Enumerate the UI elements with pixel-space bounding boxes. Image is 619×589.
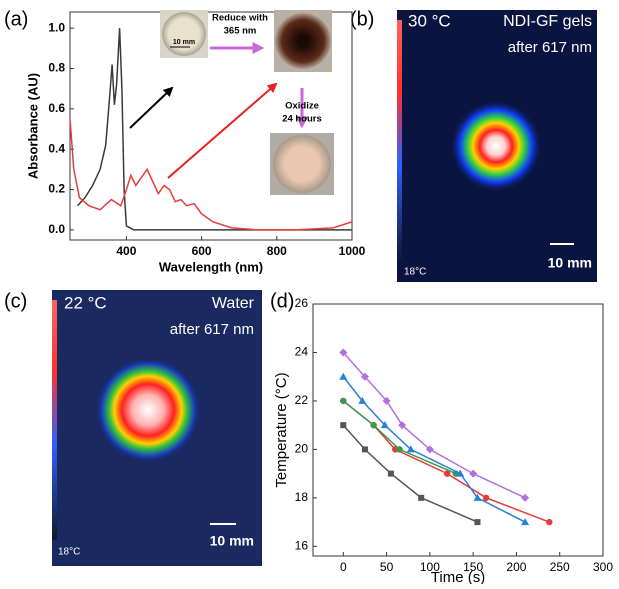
arrow: [168, 84, 276, 178]
marker: [521, 494, 529, 502]
min-temp-label: 18°C: [404, 267, 426, 278]
annotation: 10 mm: [173, 39, 195, 46]
heat-spot: [96, 358, 200, 462]
panel-label: (b): [350, 8, 374, 30]
color-bar: [52, 300, 57, 540]
marker: [521, 518, 529, 525]
sample-label: NDI-GF gels: [503, 13, 592, 30]
color-bar: [397, 20, 402, 260]
marker: [362, 446, 368, 452]
x-tick-label: 50: [380, 560, 394, 574]
x-tick-label: 300: [593, 560, 613, 574]
marker: [474, 519, 480, 525]
y-tick-label: 26: [295, 296, 309, 310]
panel-label: (a): [4, 8, 28, 30]
marker: [469, 470, 477, 478]
x-tick-label: 200: [506, 560, 526, 574]
marker: [339, 373, 347, 380]
y-tick-label: 20: [295, 442, 309, 456]
y-axis-label: Absorbance (AU): [25, 73, 40, 179]
annotation: Reduce with: [212, 13, 268, 24]
x-tick-label: 250: [550, 560, 570, 574]
x-axis-label: Wavelength (nm): [159, 259, 263, 274]
min-temp-label: 18°C: [58, 547, 80, 558]
y-axis-label: Temperature (°C): [273, 372, 290, 487]
x-tick-label: 0: [340, 560, 347, 574]
x-axis-label: Time (s): [431, 569, 485, 584]
scale-label: 10 mm: [210, 533, 254, 549]
sample-label: Water: [212, 295, 255, 312]
data-line: [343, 401, 549, 522]
marker: [418, 495, 424, 501]
plot-frame: [313, 304, 603, 556]
heat-spot: [450, 100, 542, 192]
note-label: after 617 nm: [170, 321, 254, 338]
y-tick-label: 18: [295, 490, 309, 504]
y-tick-label: 0.2: [48, 182, 65, 196]
y-tick-label: 1.0: [48, 20, 65, 34]
note-label: after 617 nm: [508, 39, 592, 56]
x-tick-label: 400: [116, 244, 136, 258]
marker: [396, 446, 402, 452]
panel-label: (d): [270, 290, 294, 312]
dish: [275, 13, 331, 69]
marker: [340, 398, 346, 404]
panel-label: (c): [4, 290, 27, 312]
temperature-label: 22 °C: [64, 293, 107, 312]
dish: [273, 135, 331, 193]
y-tick-label: 0.8: [48, 61, 65, 75]
marker: [340, 422, 346, 428]
x-tick-label: 600: [192, 244, 212, 258]
dish: [162, 12, 206, 56]
y-tick-label: 24: [295, 345, 309, 359]
y-tick-label: 22: [295, 393, 309, 407]
marker: [483, 495, 489, 501]
y-tick-label: 0.0: [48, 222, 65, 236]
annotation: Oxidize: [285, 101, 319, 112]
figure: (b) 30 °C NDI-GF gels after 617 nm 10 mm…: [0, 0, 619, 584]
x-tick-label: 1000: [339, 244, 366, 258]
data-line: [343, 377, 525, 522]
x-tick-label: 800: [267, 244, 287, 258]
scale-label: 10 mm: [548, 255, 592, 271]
marker: [370, 422, 376, 428]
y-tick-label: 0.4: [48, 141, 65, 155]
y-tick-label: 0.6: [48, 101, 65, 115]
temperature-label: 30 °C: [408, 11, 451, 30]
annotation: 24 hours: [282, 114, 322, 125]
y-tick-label: 16: [295, 538, 309, 552]
arrow: [130, 88, 172, 128]
marker: [546, 519, 552, 525]
marker: [388, 471, 394, 477]
annotation: 365 nm: [224, 26, 257, 37]
